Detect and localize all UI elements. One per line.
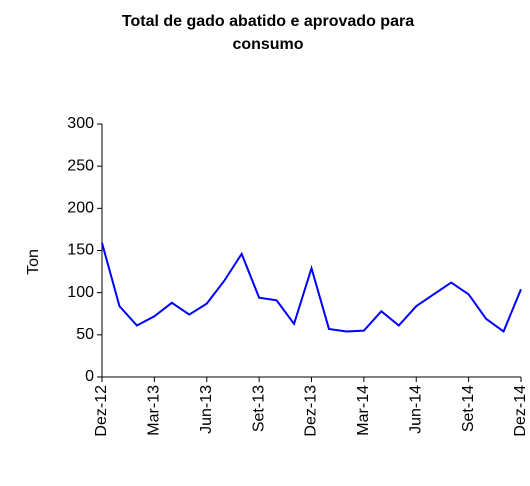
x-tick-label: Jun-13 (198, 385, 215, 434)
y-tick-label: 0 (85, 368, 94, 385)
x-tick-label: Dez-12 (93, 385, 110, 437)
x-tick-label: Set-13 (250, 385, 267, 432)
x-tick-label: Set-14 (460, 385, 477, 432)
chart-title: consumo (232, 36, 303, 53)
y-tick-label: 250 (67, 157, 94, 174)
x-tick-label: Dez-13 (303, 385, 320, 437)
x-tick-label: Mar-14 (355, 385, 372, 436)
y-tick-label: 200 (67, 200, 94, 217)
y-tick-label: 300 (67, 115, 94, 132)
y-axis-label: Ton (25, 249, 42, 275)
line (101, 242, 522, 334)
x-tick-label: Jun-14 (407, 385, 424, 434)
chart-title: Total de gado abatido e aprovado para (122, 13, 414, 30)
x-tick-label: Mar-13 (146, 385, 163, 436)
y-tick-label: 150 (67, 242, 94, 259)
x-tick-label: Dez-14 (512, 385, 529, 437)
y-tick-label: 100 (67, 284, 94, 301)
y-tick-label: 50 (76, 326, 94, 343)
